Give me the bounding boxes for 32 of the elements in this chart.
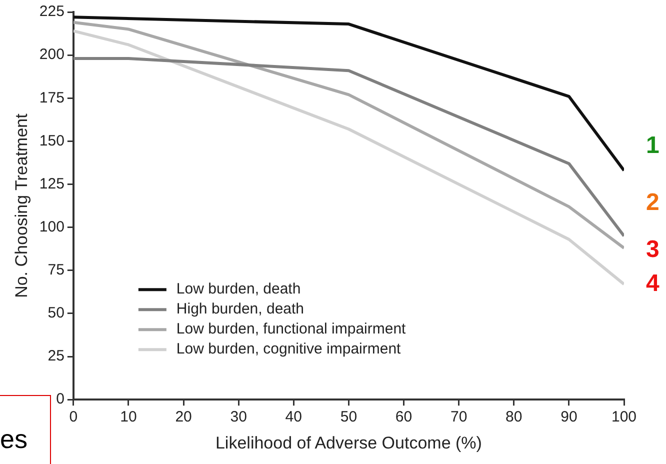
y-tick-label: 200: [39, 46, 64, 64]
legend-label: High burden, death: [176, 300, 304, 318]
y-tick-label: 0: [56, 390, 64, 408]
legend-label: Low burden, functional impairment: [176, 320, 407, 338]
x-tick-label: 100: [611, 408, 637, 426]
y-tick-label: 175: [39, 89, 64, 106]
x-tick-label: 10: [120, 408, 137, 426]
y-tick-label: 100: [39, 218, 64, 236]
x-tick-label: 60: [395, 408, 412, 426]
x-tick-label: 20: [175, 408, 192, 426]
y-tick-label: 75: [48, 262, 64, 279]
x-tick-label: 0: [69, 408, 78, 426]
text: 4: [646, 270, 660, 298]
y-tick-label: 25: [48, 348, 64, 365]
x-tick-label: 40: [285, 408, 302, 426]
text: 1: [646, 132, 660, 160]
x-axis-title: Likelihood of Adverse Outcome (%): [215, 433, 482, 452]
y-axis-title: No. Choosing Treatment: [12, 113, 31, 298]
text: es: [0, 424, 28, 454]
y-tick-label: 50: [48, 304, 64, 322]
y-tick-label: 225: [39, 3, 64, 20]
x-tick-label: 70: [450, 408, 468, 426]
legend-label: Low burden, death: [176, 280, 301, 298]
text: 2: [646, 189, 660, 217]
x-tick-label: 50: [340, 408, 358, 426]
legend-label: Low burden, cognitive impairment: [176, 340, 402, 358]
text: 3: [646, 236, 660, 264]
y-tick-label: 150: [39, 132, 64, 150]
x-tick-label: 80: [506, 408, 522, 426]
y-tick-label: 125: [39, 175, 64, 192]
x-tick-label: 90: [560, 408, 578, 426]
x-tick-label: 30: [230, 408, 247, 426]
